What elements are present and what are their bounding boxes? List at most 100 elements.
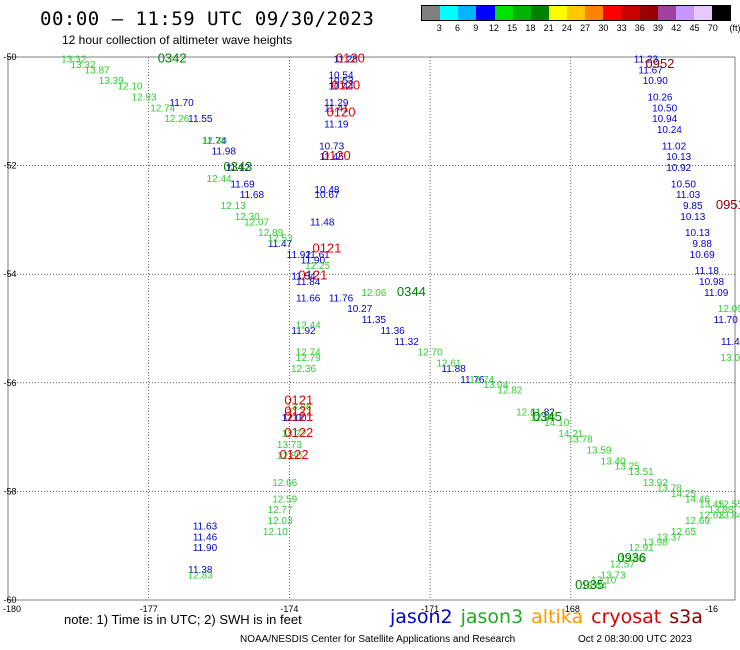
color-swatch: [422, 6, 441, 20]
color-swatch: [567, 6, 586, 20]
lat-tick-label: -54: [3, 269, 16, 279]
swh-value-label: 13.40: [601, 456, 626, 467]
color-scale-label: 33: [616, 23, 627, 33]
swh-value-label: 13.04: [483, 380, 508, 391]
swh-value-label: 12.26: [164, 114, 189, 125]
swh-value-label: 11.4: [721, 337, 740, 348]
swh-value-label: 11.92: [287, 250, 312, 261]
map-frame: [7, 56, 736, 601]
swh-value-label: 11.18: [695, 266, 720, 277]
swh-value-label: 13.59: [586, 445, 611, 456]
swh-value-label: 12.83: [188, 570, 213, 581]
swh-value-label: 11.90: [193, 543, 218, 554]
color-swatch: [675, 6, 694, 20]
swh-value-label: 11.63: [193, 521, 218, 532]
swh-value-label: 11.29: [324, 98, 349, 109]
swh-value-label: 10.26: [647, 92, 672, 103]
satellite-legend: jason2 jason3 altika cryosat s3a: [390, 606, 711, 628]
legend-item-altika: altika: [531, 606, 584, 628]
color-scale-label: 42: [671, 23, 682, 33]
swh-value-label: 10.90: [643, 76, 668, 87]
pass-time-label: 0120: [331, 78, 360, 93]
color-swatch: [693, 6, 712, 20]
swh-value-label: 11.61: [305, 250, 330, 261]
swh-value-label: 13.00: [619, 554, 644, 565]
swh-value-label: 11.23: [634, 54, 659, 65]
swh-value-label: 12.65: [671, 527, 696, 538]
lon-tick-label: -177: [140, 604, 158, 614]
swh-value-label: 12.77: [268, 505, 293, 516]
pass-time-label: 0121: [312, 240, 341, 255]
swh-value-label: 12.06: [361, 288, 386, 299]
swh-value-label: 12.74: [469, 375, 494, 386]
swh-value-label: 12.59: [272, 494, 297, 505]
color-swatch: [657, 6, 676, 20]
swh-value-label: 12.30: [235, 212, 260, 223]
swh-value-label: 11.54: [291, 272, 316, 283]
swh-value-label: 12.53: [268, 234, 293, 245]
swh-value-label: 12.86: [530, 413, 555, 424]
swh-value-label: 12.03: [268, 516, 293, 527]
pass-time-label: 0122: [280, 447, 309, 462]
swh-value-label: 13.87: [85, 65, 110, 76]
color-scale-label: 24: [561, 23, 572, 33]
swh-value-label: 11.84: [296, 277, 321, 288]
lat-tick-label: -60: [3, 595, 16, 605]
lon-tick-label: -16: [705, 604, 718, 614]
swh-value-label: 10.13: [680, 212, 705, 223]
swh-value-label: 13.51: [629, 467, 654, 478]
swh-value-label: 13.88: [708, 505, 733, 516]
lon-tick-label: -180: [3, 604, 21, 614]
swh-value-label: 11.67: [638, 65, 663, 76]
swh-value-label: 13.92: [643, 478, 668, 489]
swh-value-label: 11.41: [324, 103, 349, 114]
color-scale-label: 6: [454, 23, 460, 33]
pass-time-label: 0120: [322, 148, 351, 163]
swh-value-label: 14.25: [671, 489, 696, 500]
pass-time-label: 0121: [284, 393, 313, 408]
color-swatch: [712, 6, 731, 20]
pass-time-label: 0935: [575, 577, 604, 592]
color-swatch: [458, 6, 477, 20]
lat-tick-label: -50: [3, 52, 16, 62]
pass-time-label: 0344: [397, 284, 426, 299]
swh-value-label: 12.44: [207, 174, 232, 185]
swh-value-label: 12.09: [718, 304, 740, 315]
swh-value-label: 10.50: [652, 103, 677, 114]
swh-value-label: 10.48: [314, 185, 339, 196]
pass-time-label: 0120: [336, 50, 365, 65]
swh-value-label: 12.74: [150, 103, 175, 114]
pass-time-label: 0122: [284, 425, 313, 440]
swh-value-label: 11.38: [188, 565, 213, 576]
swh-value-label: 12.44: [296, 321, 321, 332]
swh-value-label: 12.61: [516, 407, 541, 418]
color-scale-label: 27: [580, 23, 591, 33]
lat-tick-label: -58: [3, 486, 16, 496]
color-scale-label: 3: [436, 23, 442, 33]
pass-time-label: 0345: [533, 409, 562, 424]
swh-value-label: 12.61: [436, 359, 461, 370]
swh-value-label: 11.98: [212, 147, 237, 158]
swh-value-label: 10.53: [328, 76, 353, 87]
swh-value-label: 11.69: [230, 179, 255, 190]
swh-value-label: 11.66: [296, 293, 321, 304]
color-scale-unit: (ft): [729, 23, 740, 33]
swh-value-label: 12.55: [718, 500, 740, 511]
swh-value-label: 10.13: [685, 228, 710, 239]
legend-item-cryosat: cryosat: [591, 606, 662, 628]
lat-tick-label: -52: [3, 161, 16, 171]
swh-value-label: 12.66: [272, 478, 297, 489]
color-swatch: [621, 6, 640, 20]
swh-value-label: 10.50: [671, 179, 696, 190]
swh-value-label: 13.88: [286, 402, 311, 413]
swh-value-label: 13.32: [61, 54, 86, 65]
swh-value-label: 12.13: [221, 201, 246, 212]
swh-value-label: 11.02: [662, 141, 687, 152]
swh-value-label: 11.74: [202, 136, 227, 147]
lon-tick-label: -174: [280, 604, 298, 614]
swh-value-label: 12.82: [497, 386, 522, 397]
swh-value-label: 13.84: [718, 511, 740, 522]
color-scale-label: 15: [507, 23, 518, 33]
swh-value-label: 13.73: [277, 440, 302, 451]
swh-value-label: 12.69: [685, 516, 710, 527]
